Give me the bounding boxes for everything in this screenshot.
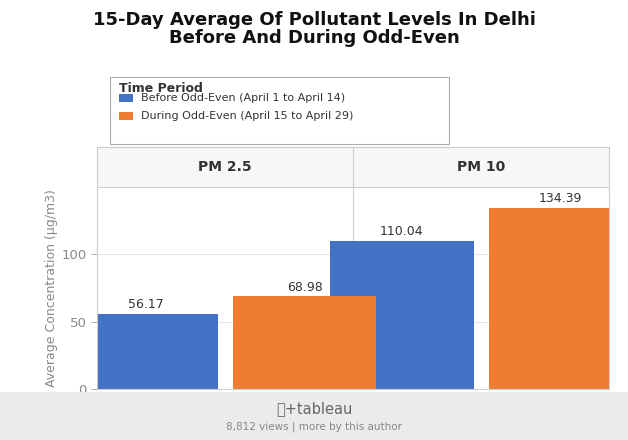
Text: Before Odd-Even (April 1 to April 14): Before Odd-Even (April 1 to April 14) <box>141 93 345 103</box>
Text: During Odd-Even (April 15 to April 29): During Odd-Even (April 15 to April 29) <box>141 111 353 121</box>
Text: 15-Day Average Of Pollutant Levels In Delhi: 15-Day Average Of Pollutant Levels In De… <box>92 11 536 29</box>
Text: ⦿+tableau: ⦿+tableau <box>276 401 352 416</box>
Bar <box>74 314 218 389</box>
Text: Time Period: Time Period <box>119 82 203 95</box>
Y-axis label: Average Concentration (µg/m3): Average Concentration (µg/m3) <box>45 189 58 387</box>
Bar <box>489 208 628 389</box>
Text: 8,812 views | more by this author: 8,812 views | more by this author <box>226 422 402 432</box>
Bar <box>330 241 474 389</box>
Bar <box>233 296 376 389</box>
Text: Before And During Odd-Even: Before And During Odd-Even <box>169 29 459 47</box>
Text: 110.04: 110.04 <box>380 225 424 238</box>
Text: PM 2.5: PM 2.5 <box>198 160 252 174</box>
Text: 134.39: 134.39 <box>539 192 582 205</box>
Text: 56.17: 56.17 <box>128 298 164 311</box>
Text: PM 10: PM 10 <box>457 160 506 174</box>
Text: 68.98: 68.98 <box>287 281 323 293</box>
